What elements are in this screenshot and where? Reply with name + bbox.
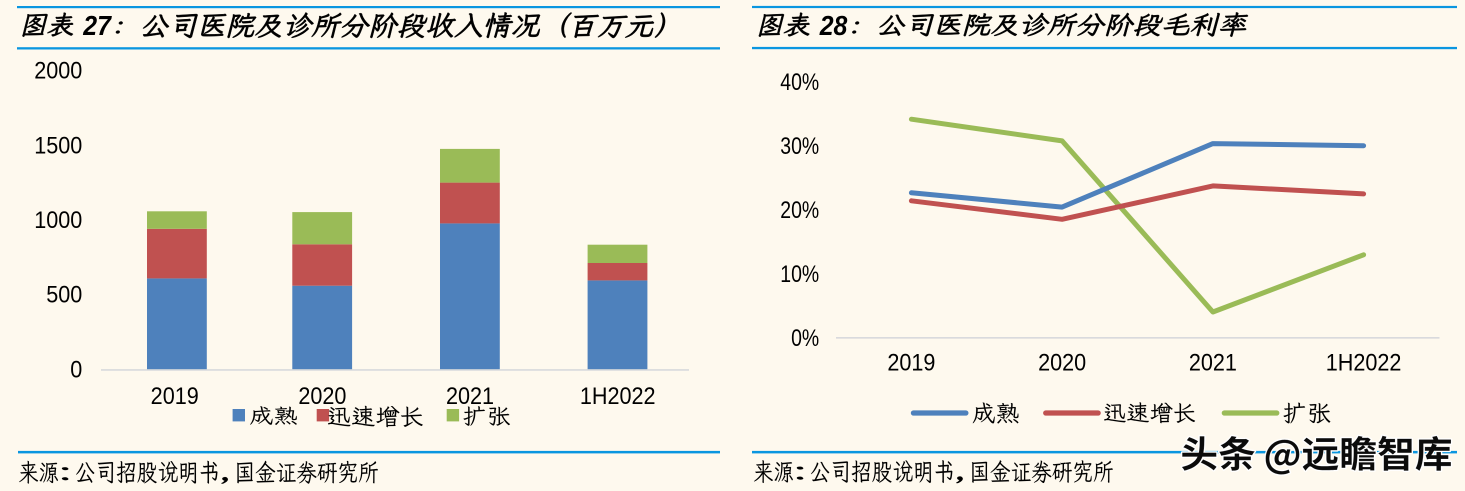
svg-text:0: 0 (70, 355, 82, 382)
svg-text:30%: 30% (780, 132, 819, 159)
svg-text:2019: 2019 (887, 348, 935, 375)
svg-text:2000: 2000 (34, 57, 82, 84)
svg-text:1H2022: 1H2022 (580, 382, 656, 409)
svg-text:2019: 2019 (151, 382, 199, 409)
svg-text:2021: 2021 (1189, 348, 1237, 375)
svg-text:2020: 2020 (1038, 348, 1086, 375)
svg-text:1500: 1500 (34, 131, 82, 158)
svg-text:500: 500 (46, 281, 82, 308)
svg-text:0%: 0% (791, 324, 819, 351)
svg-text:28: 28 (819, 10, 848, 42)
svg-text:2020: 2020 (298, 382, 346, 409)
svg-text:1000: 1000 (34, 206, 82, 233)
svg-text:40%: 40% (780, 68, 819, 95)
svg-text:10%: 10% (780, 260, 819, 287)
svg-text:20%: 20% (780, 196, 819, 223)
svg-text:2021: 2021 (446, 382, 494, 409)
svg-text:1H2022: 1H2022 (1326, 348, 1402, 375)
svg-text:27: 27 (82, 10, 112, 42)
